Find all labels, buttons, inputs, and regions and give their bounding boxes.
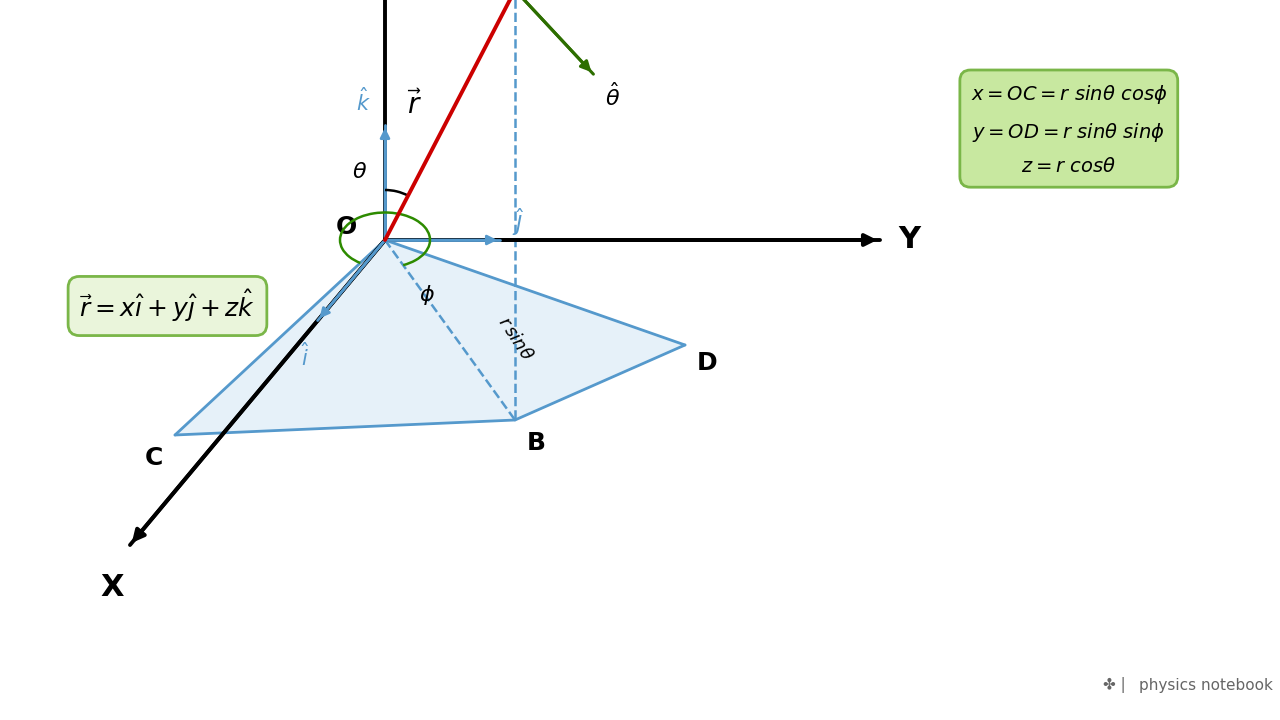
Text: O: O	[335, 215, 357, 239]
Text: $\hat{J}$: $\hat{J}$	[512, 206, 525, 238]
Text: physics notebook: physics notebook	[1139, 678, 1274, 693]
Text: $r\,sin\theta$: $r\,sin\theta$	[494, 313, 536, 364]
Text: $\vec{r} = x\hat{\imath} + y\hat{\jmath} + z\hat{k}$: $\vec{r} = x\hat{\imath} + y\hat{\jmath}…	[79, 288, 256, 324]
Text: ✤ |: ✤ |	[1103, 677, 1126, 693]
Text: $\hat{\theta}$: $\hat{\theta}$	[605, 82, 621, 110]
Polygon shape	[175, 240, 685, 435]
Text: B: B	[527, 431, 547, 455]
Text: Y: Y	[899, 225, 920, 254]
Text: $\vec{r}$: $\vec{r}$	[407, 91, 422, 120]
Text: $\hat{k}$: $\hat{k}$	[356, 87, 370, 115]
Text: $\phi$: $\phi$	[419, 283, 435, 307]
Text: $\theta$: $\theta$	[352, 162, 367, 182]
Text: X: X	[100, 573, 124, 602]
Text: $\hat{i}$: $\hat{i}$	[301, 343, 310, 370]
Text: D: D	[698, 351, 718, 375]
Text: $x = OC = r\ sin\theta\ cos\phi$
$y = OD = r\ sin\theta\ sin\phi$
$z = r\ cos\th: $x = OC = r\ sin\theta\ cos\phi$ $y = OD…	[970, 83, 1167, 176]
Text: C: C	[145, 446, 163, 470]
